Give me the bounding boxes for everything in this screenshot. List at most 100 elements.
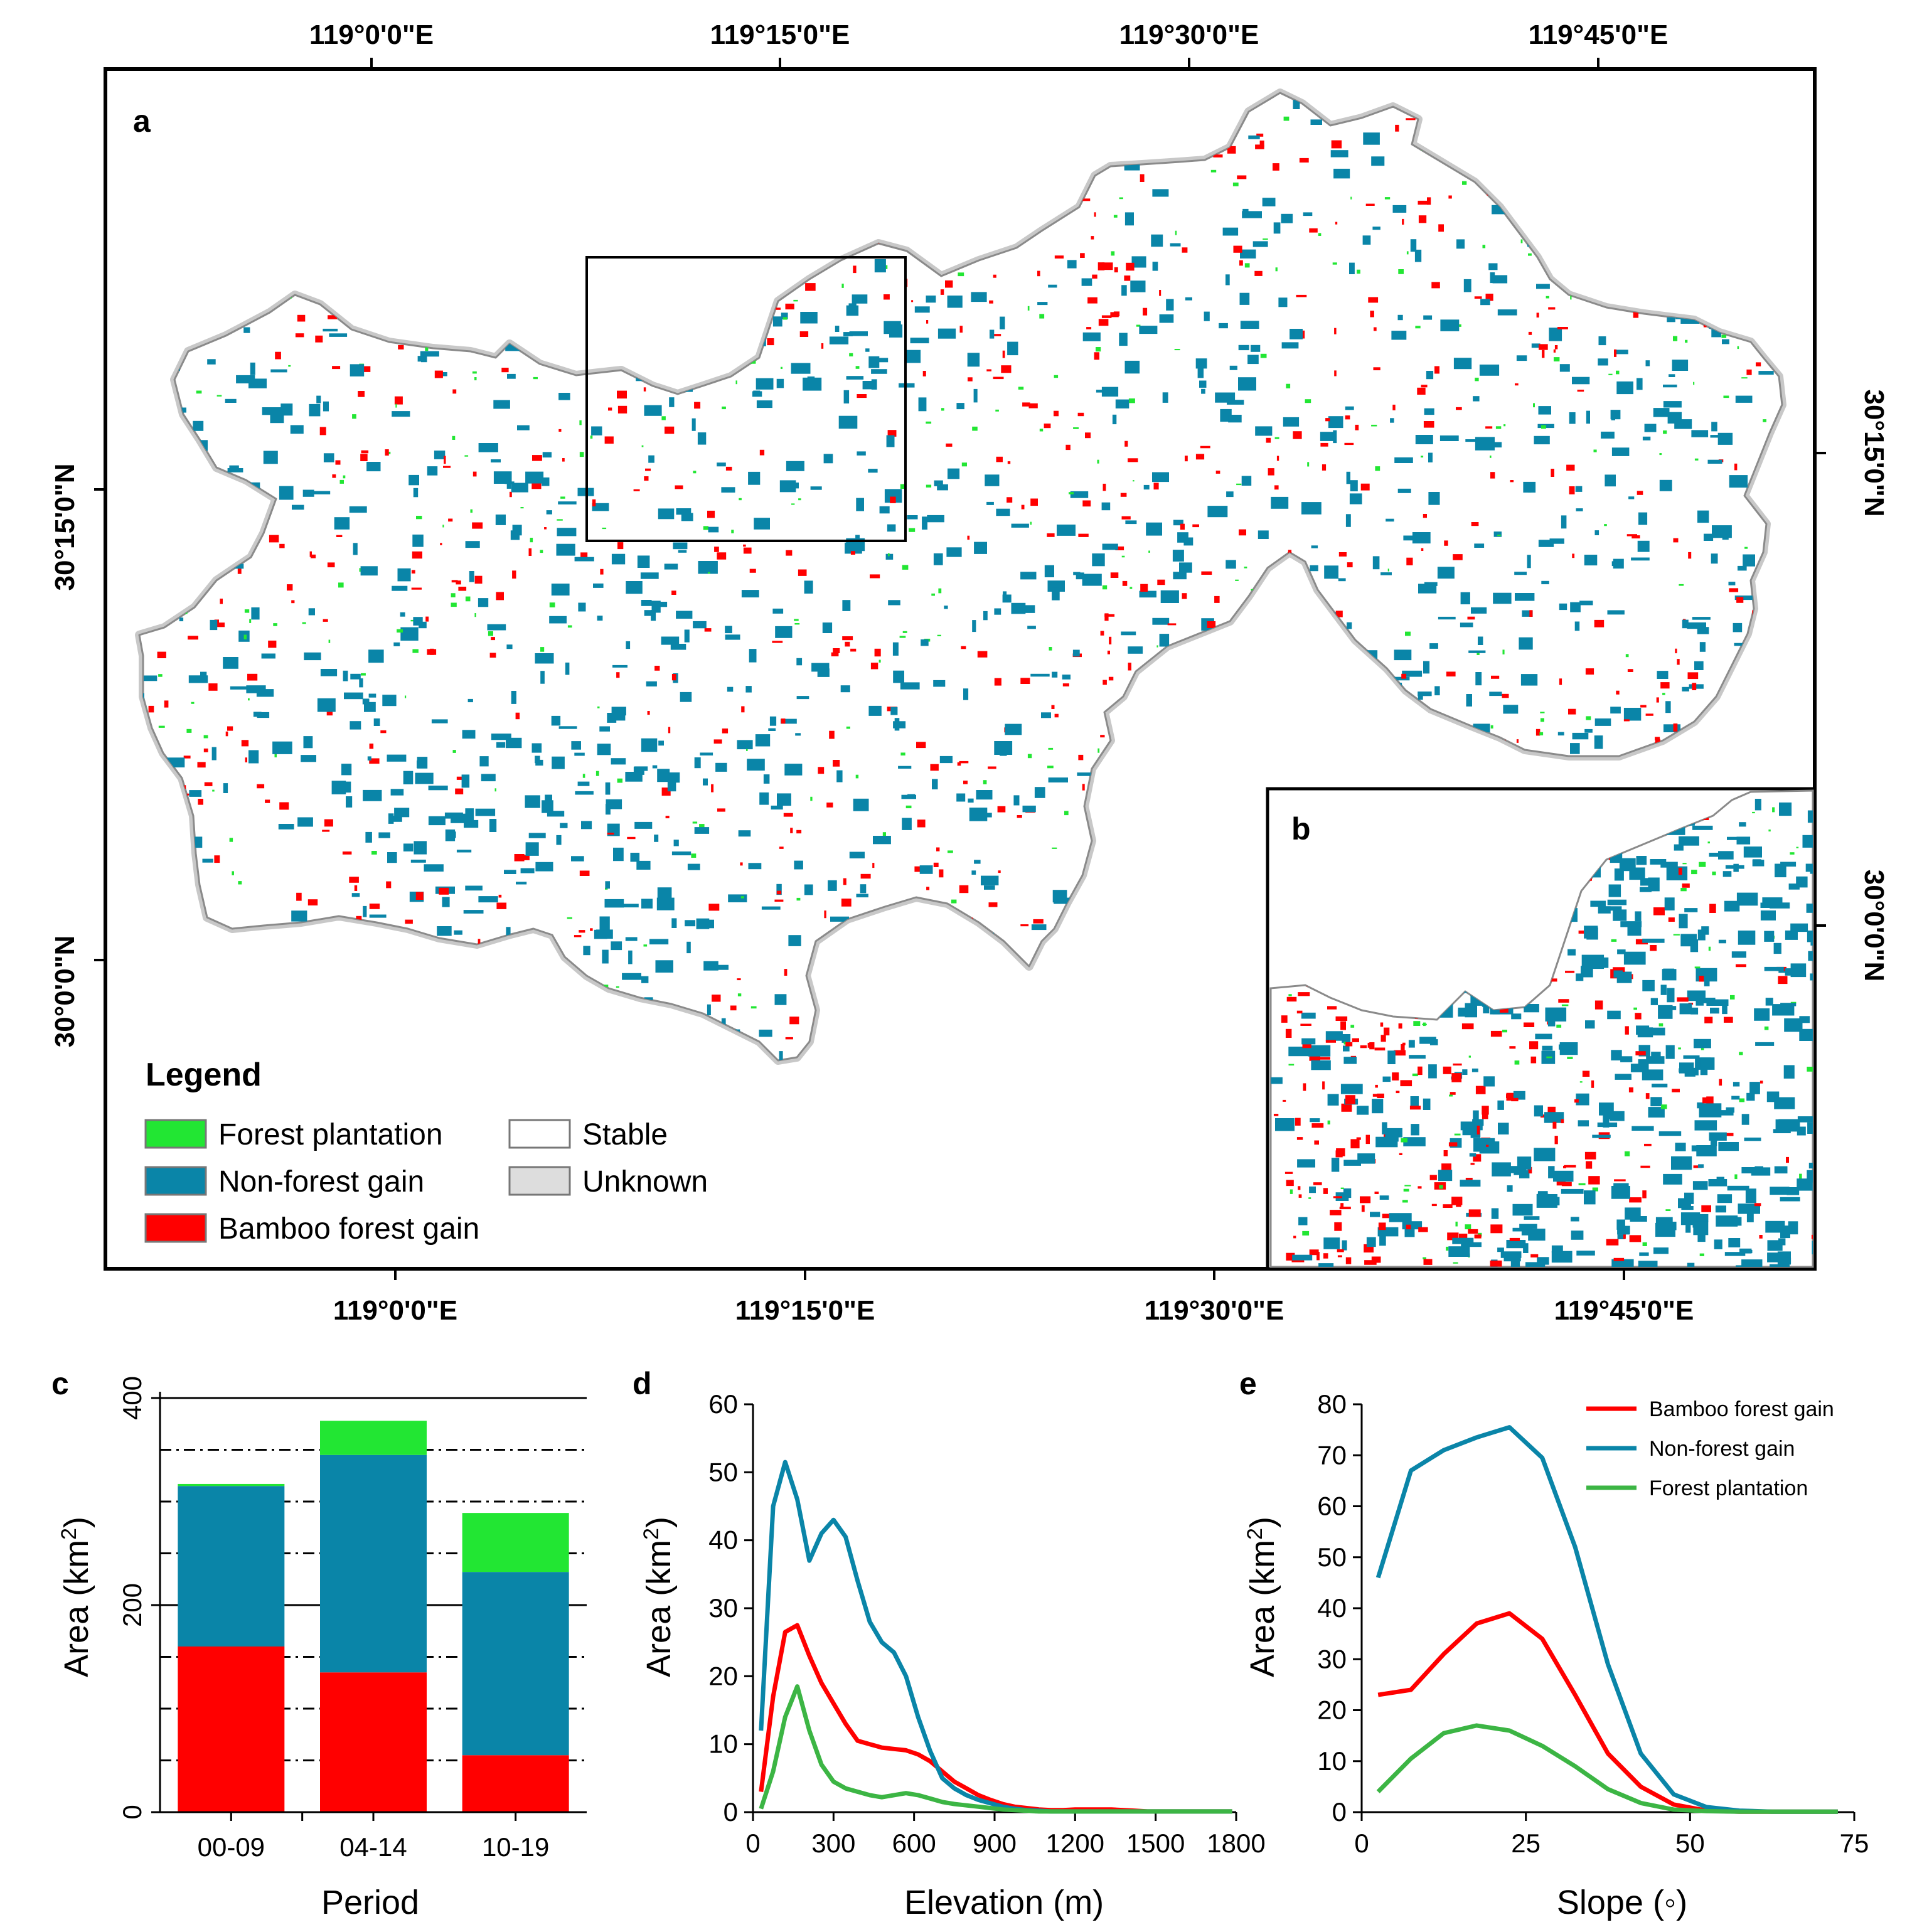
change-pixel	[996, 456, 1003, 462]
inset-change-pixel	[1490, 1260, 1502, 1267]
change-pixel	[533, 376, 538, 380]
change-pixel	[580, 552, 588, 558]
inset-change-pixel	[1574, 1099, 1579, 1103]
change-pixel	[905, 805, 912, 809]
inset-change-pixel	[1288, 1047, 1310, 1057]
inset-change-pixel	[1298, 1194, 1302, 1198]
change-pixel	[776, 378, 784, 388]
change-pixel	[926, 484, 932, 488]
change-pixel	[1699, 642, 1706, 652]
change-pixel	[1275, 267, 1278, 272]
inset-change-pixel	[1523, 1243, 1529, 1253]
change-pixel	[921, 639, 929, 646]
inset-change-pixel	[1653, 1247, 1669, 1254]
change-pixel	[1007, 497, 1013, 503]
change-pixel	[551, 584, 570, 596]
inset-change-pixel	[1701, 1205, 1711, 1212]
change-pixel	[627, 836, 636, 840]
change-pixel	[1157, 579, 1165, 585]
change-pixel	[713, 739, 722, 744]
inset-change-pixel	[1298, 1186, 1301, 1190]
change-pixel	[1763, 419, 1766, 422]
inset-change-pixel	[1584, 1151, 1596, 1160]
inset-change-pixel	[1291, 1259, 1305, 1262]
change-pixel	[1520, 239, 1523, 243]
change-pixel	[304, 652, 321, 661]
change-pixel	[1248, 135, 1260, 139]
change-pixel	[478, 939, 481, 946]
inset-change-pixel	[1646, 1056, 1665, 1064]
change-pixel	[1102, 262, 1113, 270]
change-pixel	[804, 884, 813, 895]
inset-change-pixel	[1342, 1240, 1347, 1251]
change-pixel	[1259, 141, 1264, 147]
change-pixel	[1627, 669, 1633, 672]
change-pixel	[1160, 590, 1179, 603]
change-pixel	[1331, 140, 1342, 149]
change-pixel	[1559, 364, 1570, 372]
change-pixel	[1375, 466, 1380, 471]
change-pixel	[983, 611, 988, 621]
inset-change-pixel	[1671, 1156, 1692, 1170]
change-pixel	[772, 608, 784, 614]
change-pixel	[1616, 381, 1633, 395]
change-pixel	[846, 305, 859, 316]
inset-change-pixel	[1630, 926, 1636, 934]
change-pixel	[1688, 552, 1692, 559]
change-pixel	[424, 864, 444, 872]
change-pixel	[641, 738, 658, 752]
change-pixel	[1453, 358, 1472, 370]
change-pixel	[1000, 316, 1005, 329]
change-pixel	[995, 409, 999, 412]
change-pixel	[491, 459, 501, 462]
change-pixel	[1069, 492, 1074, 494]
change-pixel	[495, 515, 506, 525]
inset-change-pixel	[1759, 1081, 1763, 1084]
change-pixel	[473, 471, 477, 477]
inset-change-pixel	[1591, 957, 1609, 968]
change-pixel	[558, 393, 570, 400]
chart-c-ylabel-sup: 2	[57, 1528, 81, 1540]
inset-change-pixel	[1606, 1239, 1619, 1246]
change-pixel	[798, 498, 801, 501]
change-pixel	[1453, 554, 1463, 560]
change-pixel	[1073, 427, 1079, 429]
change-pixel	[1100, 631, 1104, 636]
inset-change-pixel	[1741, 1259, 1763, 1267]
change-pixel	[680, 691, 692, 702]
change-pixel	[1417, 387, 1426, 395]
change-pixel	[749, 649, 757, 663]
change-pixel	[1027, 626, 1036, 629]
change-pixel	[857, 451, 866, 456]
inset-change-pixel	[1377, 1093, 1384, 1098]
change-pixel	[1251, 344, 1261, 352]
change-pixel	[1182, 593, 1187, 599]
change-pixel	[390, 789, 404, 796]
change-pixel	[158, 725, 165, 728]
inset-change-pixel	[1581, 966, 1593, 978]
inset-change-pixel	[1779, 802, 1792, 816]
inset-change-pixel	[1345, 1042, 1353, 1047]
change-pixel	[223, 783, 228, 793]
change-pixel	[1628, 496, 1635, 499]
chart-e-xtick-label: 0	[1354, 1828, 1369, 1858]
change-pixel	[1159, 314, 1174, 323]
change-pixel	[408, 474, 419, 486]
chart-c-xtick-label: 04-14	[339, 1832, 407, 1862]
change-pixel	[1357, 269, 1360, 274]
change-pixel	[363, 789, 382, 801]
change-pixel	[1179, 562, 1192, 573]
inset-change-pixel	[1646, 1027, 1665, 1036]
inset-change-pixel	[1403, 1137, 1426, 1146]
chart-e-ytick-label: 10	[1317, 1746, 1347, 1776]
bar-non-forest-gain	[178, 1486, 285, 1646]
inset-change-pixel	[1461, 1023, 1474, 1030]
inset-change-pixel	[1714, 1239, 1722, 1249]
change-pixel	[1185, 456, 1188, 462]
change-pixel	[763, 774, 770, 784]
bar-bamboo-forest-gain	[178, 1646, 285, 1812]
change-pixel	[1229, 365, 1237, 370]
change-pixel	[280, 403, 293, 416]
change-pixel	[203, 735, 208, 739]
inset-change-pixel	[1387, 1050, 1396, 1064]
